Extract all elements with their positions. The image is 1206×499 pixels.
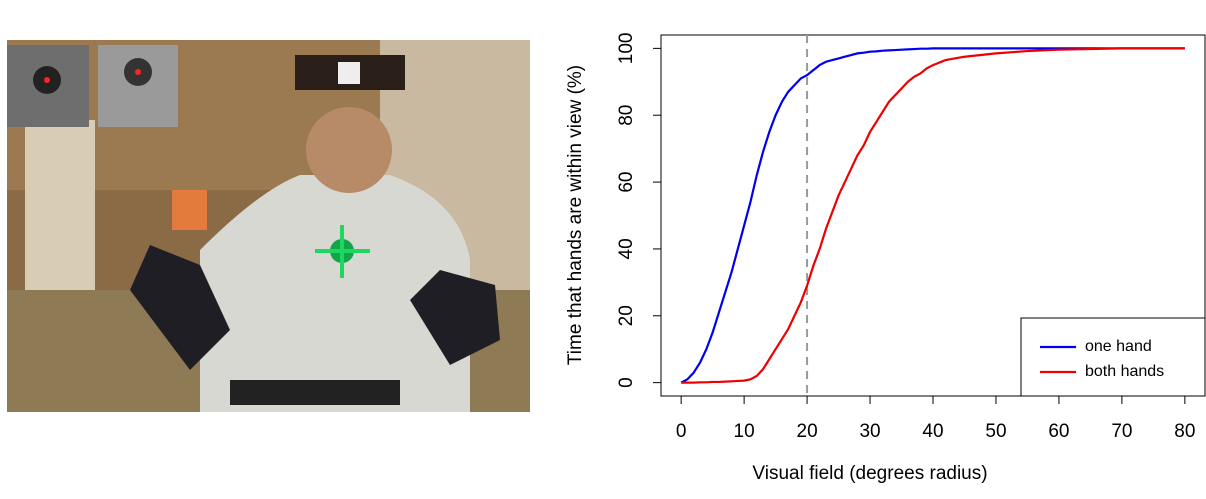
x-tick-label: 30 <box>859 421 880 442</box>
x-tick-label: 80 <box>1174 421 1195 442</box>
face <box>306 107 392 193</box>
x-axis-label: Visual field (degrees radius) <box>752 463 987 484</box>
left-glove <box>130 245 230 370</box>
legend-label: one hand <box>1085 338 1152 355</box>
curtain <box>25 120 95 290</box>
pupil-marker <box>44 77 50 83</box>
x-tick-label: 10 <box>734 421 755 442</box>
photo <box>7 40 530 412</box>
y-tick-label: 0 <box>616 377 637 388</box>
x-tick-label: 60 <box>1048 421 1069 442</box>
y-tick-label: 20 <box>616 305 637 326</box>
x-tick-label: 70 <box>1111 421 1132 442</box>
legend-label: both hands <box>1085 363 1164 380</box>
right-glove <box>410 270 500 365</box>
y-axis-label: Time that hands are within view (%) <box>565 65 586 365</box>
belt <box>230 380 400 405</box>
legend-box <box>1020 317 1206 397</box>
y-tick-label: 80 <box>616 105 637 126</box>
x-tick-label: 20 <box>797 421 818 442</box>
line <box>681 47 1185 384</box>
headband <box>338 62 360 84</box>
pupil-marker <box>135 69 141 75</box>
y-tick-label: 40 <box>616 238 637 259</box>
x-tick-label: 50 <box>985 421 1006 442</box>
y-tick-label: 100 <box>616 33 637 65</box>
line <box>680 47 1185 384</box>
y-tick-label: 60 <box>616 172 637 193</box>
box <box>172 190 207 230</box>
jacket <box>200 175 470 412</box>
x-tick-label: 40 <box>922 421 943 442</box>
x-tick-label: 0 <box>676 421 687 442</box>
